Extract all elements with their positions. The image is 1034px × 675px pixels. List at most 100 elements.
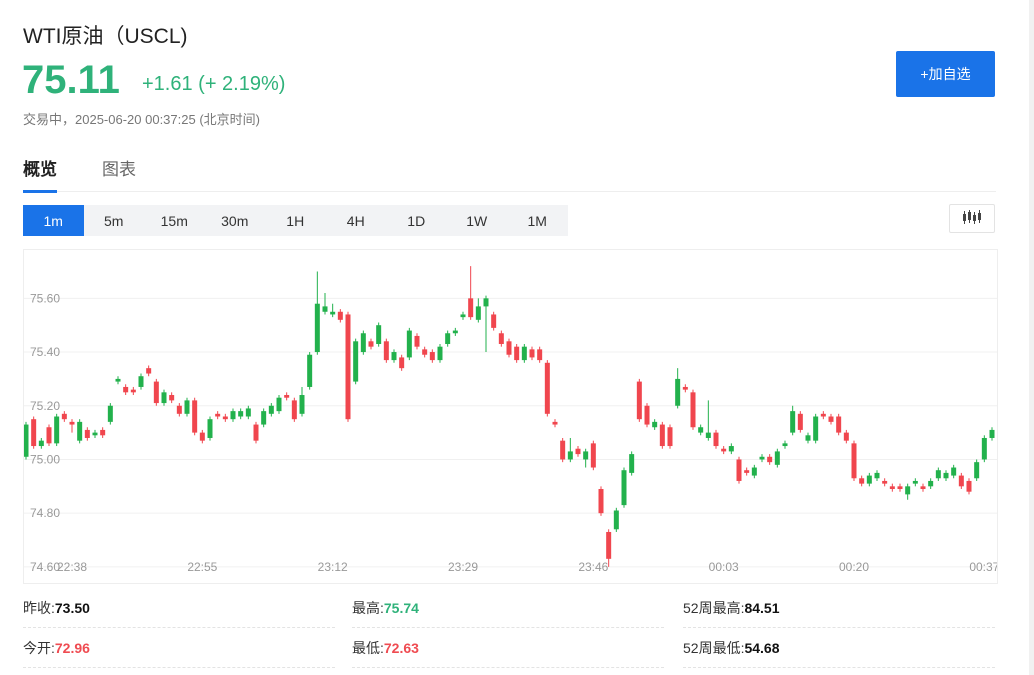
candle-body — [905, 486, 911, 495]
period-button[interactable]: 5m — [84, 205, 145, 236]
candle-body — [751, 467, 757, 476]
stat-item: 今开:72.96 — [23, 629, 335, 668]
candle-body — [744, 470, 750, 473]
candle-body — [92, 432, 98, 436]
stat-label: 52周最低: — [683, 640, 745, 656]
y-tick-label: 75.40 — [30, 345, 60, 359]
y-tick-label: 74.60 — [30, 560, 60, 574]
candle-body — [828, 416, 834, 422]
period-button[interactable]: 1M — [507, 205, 568, 236]
stat-label: 52周最高: — [683, 600, 745, 616]
candle-body — [368, 341, 374, 347]
stat-item: 52周最高:84.51 — [683, 589, 995, 628]
candle-body — [460, 314, 466, 318]
candle-body — [713, 432, 719, 447]
candle-body — [782, 443, 788, 447]
candle-body — [920, 486, 926, 490]
candle-body — [475, 306, 481, 320]
y-tick-label: 75.00 — [30, 452, 60, 466]
stat-item: 52周最低:54.68 — [683, 629, 995, 668]
candle-body — [391, 352, 397, 361]
stat-label: 今开: — [23, 640, 55, 656]
candle-body — [537, 349, 543, 361]
candle-body — [897, 486, 903, 490]
candle-body — [24, 424, 29, 457]
period-button[interactable]: 1m — [23, 205, 84, 236]
candle-body — [284, 395, 290, 398]
candle-body — [123, 386, 129, 393]
candle-body — [690, 392, 696, 428]
candle-body — [276, 397, 282, 412]
candle-body — [575, 448, 581, 455]
tab-bar: 概览 图表 — [23, 155, 996, 193]
candle-body — [245, 408, 251, 417]
candle-body — [414, 335, 420, 347]
tab[interactable]: 图表 — [102, 160, 136, 179]
candle-body — [498, 333, 504, 344]
candle-body — [100, 429, 106, 436]
add-watchlist-button[interactable]: +加自选 — [896, 51, 995, 97]
candle-body — [560, 440, 566, 460]
candle-body — [429, 352, 435, 361]
candle-body — [107, 405, 113, 422]
candle-body — [322, 306, 328, 312]
candle-body — [38, 440, 44, 447]
candle-body — [652, 421, 658, 428]
stat-value: 75.74 — [383, 600, 419, 616]
candle-body — [836, 416, 842, 433]
candle-body — [859, 478, 865, 484]
stat-value: 54.68 — [744, 640, 780, 656]
candle-body — [360, 333, 366, 353]
y-tick-label: 75.20 — [30, 399, 60, 413]
x-tick-label: 23:29 — [448, 560, 478, 574]
candle-body — [337, 311, 343, 320]
candle-icon — [963, 210, 981, 224]
candle-body — [376, 325, 382, 344]
candle-body — [468, 298, 474, 318]
x-tick-label: 22:38 — [57, 560, 87, 574]
candle-body — [422, 349, 428, 355]
candle-body — [330, 311, 336, 315]
candle-body — [989, 429, 995, 438]
candle-body — [268, 405, 274, 414]
candle-body — [805, 435, 811, 441]
period-button[interactable]: 4H — [326, 205, 387, 236]
candle-body — [399, 357, 405, 369]
candle-body — [912, 480, 918, 484]
candle-body — [636, 381, 642, 420]
candle-body — [790, 411, 796, 433]
period-button[interactable]: 1W — [447, 205, 508, 236]
stat-value: 72.63 — [383, 640, 419, 656]
candle-body — [928, 480, 934, 487]
scrollbar — [1029, 0, 1034, 675]
last-price: 75.11 — [22, 58, 120, 102]
period-button[interactable]: 15m — [144, 205, 205, 236]
candle-body — [153, 381, 159, 404]
candle-body — [61, 413, 67, 420]
stat-value: 72.96 — [54, 640, 90, 656]
candle-body — [138, 376, 144, 387]
candle-body — [383, 341, 389, 361]
candle-body — [54, 416, 60, 444]
period-button[interactable]: 1H — [265, 205, 326, 236]
y-tick-label: 75.60 — [30, 291, 60, 305]
x-tick-label: 00:20 — [839, 560, 869, 574]
candle-body — [299, 395, 305, 414]
candle-body — [452, 330, 458, 334]
candle-body — [874, 472, 880, 479]
candle-body — [406, 330, 412, 358]
tab[interactable]: 概览 — [23, 155, 57, 193]
chart-type-button[interactable] — [949, 204, 995, 233]
candle-body — [767, 456, 773, 463]
candle-body — [46, 427, 52, 444]
candle-body — [199, 432, 205, 441]
candle-body — [345, 314, 351, 420]
x-tick-label: 22:55 — [187, 560, 217, 574]
candle-body — [222, 416, 228, 420]
candle-body — [759, 456, 765, 460]
candle-body — [567, 451, 573, 460]
period-button[interactable]: 30m — [205, 205, 266, 236]
candle-body — [77, 421, 83, 441]
period-button[interactable]: 1D — [386, 205, 447, 236]
